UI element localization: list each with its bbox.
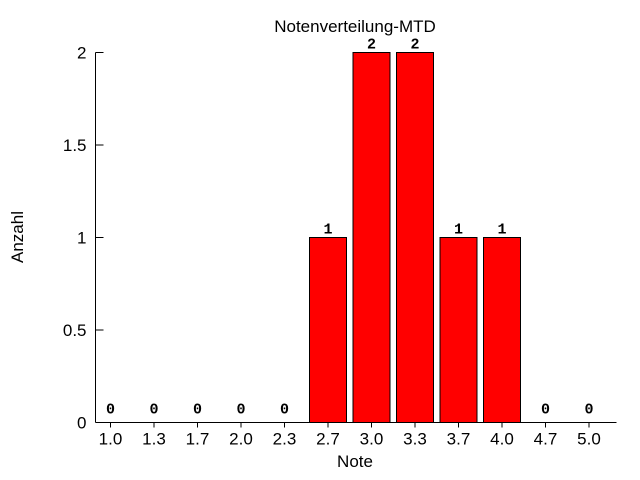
bar-value-label: 0 — [584, 402, 593, 419]
bar-value-label: 0 — [280, 402, 289, 419]
chart-title: Notenverteilung-MTD — [274, 17, 436, 36]
bar — [352, 52, 391, 423]
x-tick-label: 3.3 — [403, 430, 427, 449]
x-axis-label: Note — [337, 452, 373, 471]
x-tick-label: 4.7 — [534, 430, 558, 449]
x-tick-label: 3.7 — [447, 430, 471, 449]
bar-value-label: 0 — [541, 402, 550, 419]
bar — [396, 52, 434, 423]
bar — [309, 237, 347, 423]
bar-value-label: 0 — [236, 402, 245, 419]
bar-value-label: 1 — [497, 222, 506, 239]
bar-value-label: 2 — [367, 37, 376, 54]
bar-value-label: 1 — [323, 222, 332, 239]
y-tick-label: 1 — [77, 229, 86, 248]
x-tick-label: 2.0 — [229, 430, 253, 449]
x-tick-label: 1.0 — [99, 430, 123, 449]
x-tick-label: 4.0 — [490, 430, 514, 449]
x-tick-label: 1.3 — [142, 430, 166, 449]
bar — [483, 237, 521, 423]
y-tick-label: 0.5 — [63, 321, 87, 340]
x-tick-label: 5.0 — [577, 430, 601, 449]
x-tick-label: 2.7 — [316, 430, 340, 449]
x-tick-label: 1.7 — [186, 430, 210, 449]
x-tick-label: 3.0 — [360, 430, 384, 449]
y-tick-label: 0 — [77, 414, 86, 433]
bar-value-label: 2 — [410, 37, 419, 54]
bar-value-label: 1 — [454, 222, 463, 239]
bar-value-label: 0 — [106, 402, 115, 419]
y-tick-label: 2 — [77, 44, 86, 63]
bar-value-label: 0 — [149, 402, 158, 419]
y-tick-label: 1.5 — [63, 136, 87, 155]
x-tick-label: 2.3 — [273, 430, 297, 449]
bar — [439, 237, 478, 423]
bar-value-label: 0 — [193, 402, 202, 419]
y-axis-label: Anzahl — [8, 211, 27, 263]
